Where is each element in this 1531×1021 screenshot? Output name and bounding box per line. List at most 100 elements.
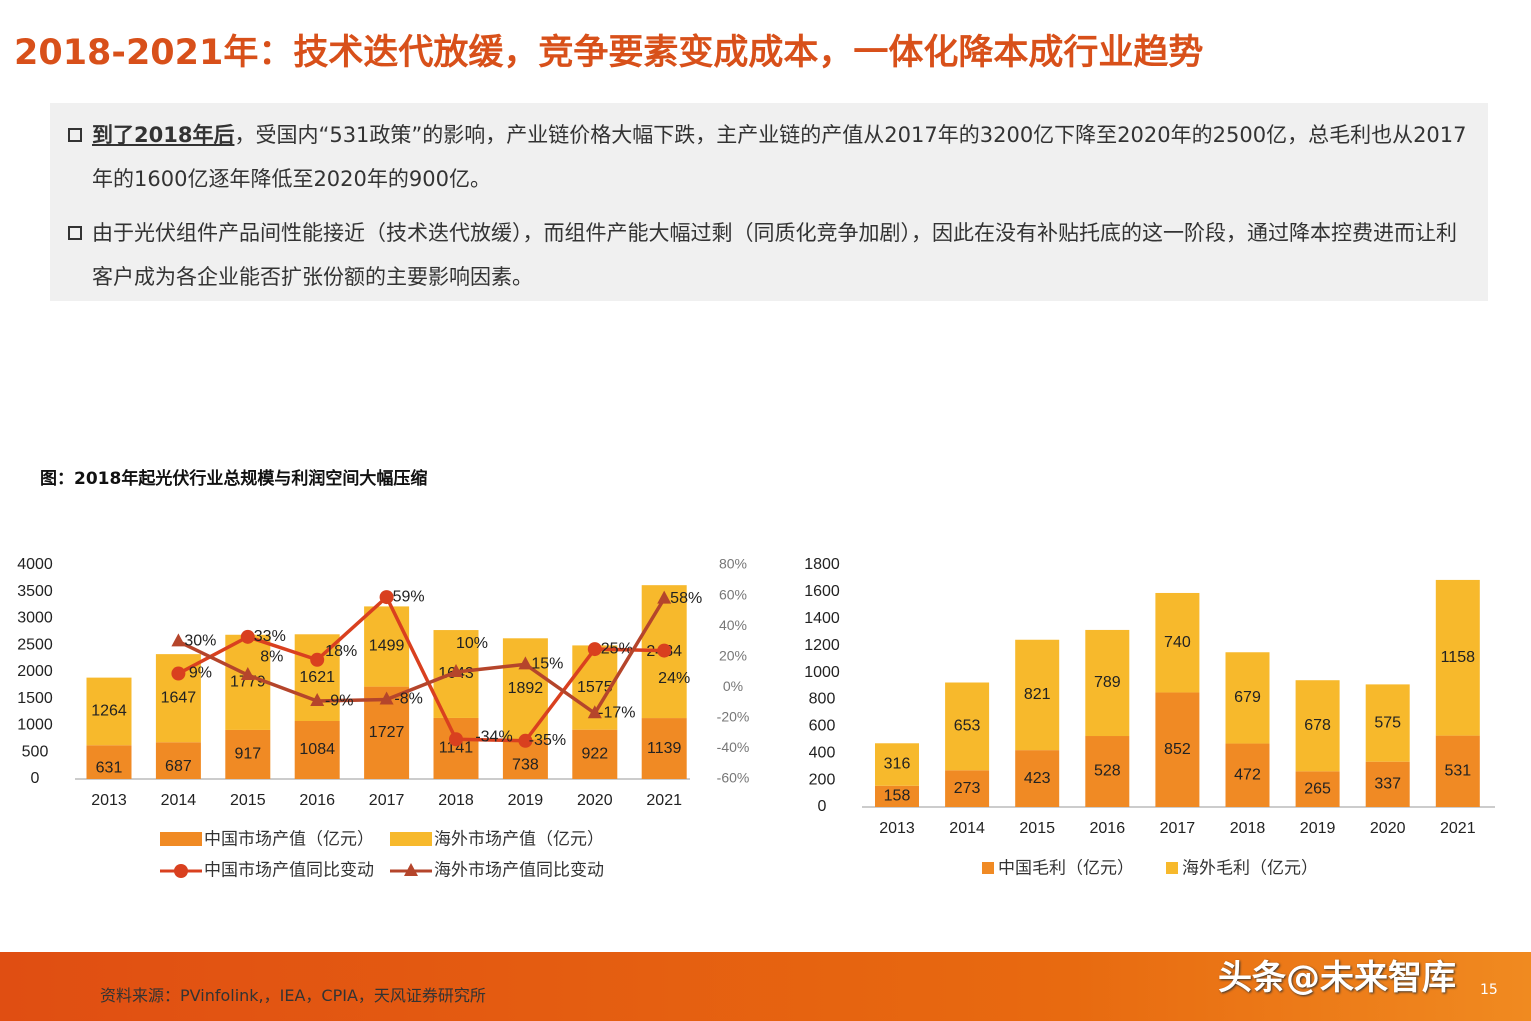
- bar-china-profit: [1365, 761, 1410, 807]
- x-tick-label: 2013: [91, 792, 127, 809]
- data-label-china: 1139: [647, 740, 682, 757]
- data-label-china-profit: 852: [1164, 741, 1191, 758]
- data-label-overseas-profit: 679: [1234, 689, 1261, 706]
- marker-china-yoy: [587, 642, 602, 657]
- y2-tick-label: 40%: [719, 617, 747, 633]
- bar-china-profit: [1225, 743, 1270, 807]
- line-overseas-yoy: [177, 597, 666, 716]
- x-tick-label: 2019: [508, 792, 544, 809]
- data-label-china: 738: [512, 756, 539, 773]
- legend-marker-overseas: [404, 863, 418, 876]
- y2-tick-label: 0%: [723, 678, 743, 694]
- marker-china-yoy: [657, 643, 672, 658]
- data-label-china: 917: [234, 746, 261, 763]
- data-label-china-yoy: 24%: [658, 670, 690, 687]
- y-tick-label: 3000: [17, 610, 53, 627]
- data-label-overseas-profit: 1158: [1441, 649, 1476, 666]
- y-tick-label: 2500: [17, 636, 53, 653]
- y-tick-label-2: 1200: [804, 637, 840, 654]
- marker-overseas-yoy: [171, 633, 186, 647]
- data-label-china: 1141: [439, 740, 474, 757]
- data-label-china-yoy: 59%: [393, 588, 425, 605]
- y-tick-label: 500: [22, 743, 49, 760]
- legend-label-overseas-yoy: 海外市场产值同比变动: [434, 860, 604, 879]
- y2-tick-label: 80%: [719, 556, 747, 572]
- marker-overseas-yoy: [518, 656, 533, 670]
- page-title: 2018-2021年：技术迭代放缓，竞争要素变成成本，一体化降本成行业趋势: [14, 33, 1204, 73]
- bullet-1-bold: 到了2018年后: [92, 123, 235, 147]
- data-label-overseas-profit: 789: [1094, 674, 1121, 691]
- y2-tick-label: 60%: [719, 586, 747, 602]
- y-tick-label-2: 800: [809, 691, 836, 708]
- y-tick-label: 0: [31, 770, 40, 787]
- marker-overseas-yoy: [449, 664, 463, 677]
- data-label-overseas-profit: 575: [1374, 714, 1401, 731]
- data-label-overseas-profit: 740: [1164, 634, 1191, 651]
- y-tick-label-2: 1400: [804, 610, 840, 627]
- y2-tick-label: -60%: [717, 770, 750, 786]
- marker-china-yoy: [379, 590, 394, 605]
- footer-bar: [0, 952, 1531, 1021]
- data-label-china-profit: 337: [1374, 776, 1401, 793]
- y-tick-label: 4000: [17, 556, 53, 573]
- bullet-1-text: ，受国内“531政策”的影响，产业链价格大幅下跌，主产业链的产值从2017年的3…: [92, 123, 1467, 191]
- data-label-overseas-yoy: 30%: [184, 633, 216, 650]
- bar-china-value: [225, 729, 271, 779]
- data-label-overseas-yoy: 10%: [456, 635, 488, 652]
- bar-china-profit: [945, 770, 990, 807]
- bar-china-value: [86, 745, 132, 779]
- data-label-overseas-profit: 653: [954, 718, 981, 735]
- bar-china-value: [294, 721, 340, 779]
- y-tick-label-2: 1600: [804, 583, 840, 600]
- bar-overseas-profit: [1015, 639, 1060, 751]
- data-label-china-profit: 472: [1234, 766, 1261, 783]
- bar-china-profit: [1085, 736, 1130, 807]
- watermark: 头条@未来智库: [1218, 958, 1456, 998]
- y-tick-label-2: 600: [809, 718, 836, 735]
- square-bullet-icon: [68, 226, 82, 240]
- data-label-china-profit: 265: [1304, 780, 1331, 797]
- x-tick-label-2: 2016: [1090, 820, 1126, 837]
- bar-china-profit: [1155, 692, 1200, 807]
- source-note: 资料来源：PVinfolink,，IEA，CPIA，天风证券研究所: [100, 986, 486, 1005]
- bar-overseas-value: [294, 634, 340, 722]
- data-label-overseas: 1499: [369, 638, 405, 655]
- bar-overseas-profit: [945, 682, 990, 771]
- legend-label-china: 中国市场产值（亿元）: [204, 829, 374, 848]
- data-label-china: 1084: [299, 741, 335, 758]
- marker-overseas-yoy: [240, 667, 255, 681]
- marker-china-yoy: [240, 629, 255, 644]
- bar-overseas-profit: [1085, 629, 1130, 737]
- y-tick-label: 3500: [17, 583, 53, 600]
- data-label-overseas: 1647: [161, 689, 197, 706]
- data-label-china-yoy: 33%: [254, 628, 286, 645]
- data-label-china-profit: 423: [1024, 770, 1051, 787]
- legend-swatch-overseas-profit: [1166, 862, 1178, 874]
- legend-swatch-china-profit: [982, 862, 994, 874]
- bar-overseas-profit: [1435, 579, 1480, 736]
- marker-china-yoy: [310, 652, 325, 667]
- x-tick-label: 2015: [230, 792, 266, 809]
- bar-china-profit: [1295, 771, 1340, 807]
- data-label-overseas-profit: 316: [884, 756, 911, 773]
- x-tick-label: 2014: [161, 792, 197, 809]
- bar-overseas-value: [86, 677, 132, 746]
- x-tick-label-2: 2018: [1230, 820, 1266, 837]
- legend-label-overseas: 海外市场产值（亿元）: [434, 829, 604, 848]
- legend-label-overseas-profit: 海外毛利（亿元）: [1182, 858, 1318, 877]
- data-label-china: 687: [165, 758, 192, 775]
- bar-china-value: [641, 718, 687, 779]
- bar-overseas-profit: [1295, 680, 1340, 772]
- data-label-china-yoy: -34%: [475, 728, 512, 745]
- y-tick-label-2: 0: [818, 798, 827, 815]
- data-label-overseas: 1264: [91, 703, 127, 720]
- bar-china-value: [433, 717, 479, 779]
- data-label-china-yoy: 9%: [189, 665, 212, 682]
- data-label-overseas-profit: 821: [1024, 686, 1051, 703]
- data-label-china-yoy: 25%: [601, 640, 633, 657]
- page-number: 15: [1480, 982, 1498, 998]
- legend-swatch-overseas: [390, 832, 432, 846]
- bar-china-profit: [1435, 735, 1480, 807]
- bullet-1: 到了2018年后，受国内“531政策”的影响，产业链价格大幅下跌，主产业链的产值…: [68, 113, 1468, 201]
- x-tick-label: 2021: [646, 792, 682, 809]
